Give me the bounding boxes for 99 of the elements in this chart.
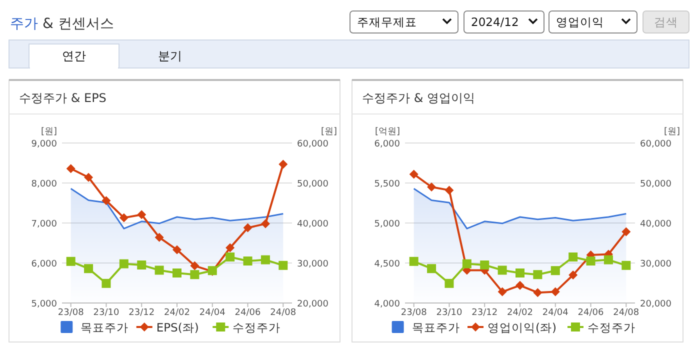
point xyxy=(102,196,111,206)
y-axis-title: [원] xyxy=(40,127,57,137)
point xyxy=(409,256,418,266)
text: 영업이익 xyxy=(556,15,604,29)
point xyxy=(66,256,76,266)
point xyxy=(84,264,94,274)
point xyxy=(243,223,252,232)
y2-axis-title: [원] xyxy=(664,127,680,137)
text: 연간 xyxy=(62,49,86,63)
point xyxy=(622,227,631,236)
text: 검색 xyxy=(654,15,678,29)
x-tick-label: 24/04 xyxy=(542,308,569,318)
x-tick-label: 24/04 xyxy=(199,308,226,318)
y-axis-title: [억원] xyxy=(374,127,400,137)
y-tick-label: 8,000 xyxy=(31,180,58,190)
x-tick-label: 23/12 xyxy=(128,308,155,318)
y2-tick-label: 50,000 xyxy=(297,180,329,190)
point xyxy=(172,245,182,254)
point xyxy=(409,170,418,179)
y-tick-label: 5,000 xyxy=(31,300,58,310)
point xyxy=(154,232,164,242)
point xyxy=(243,256,252,266)
point xyxy=(226,252,235,262)
point xyxy=(444,186,454,195)
point xyxy=(278,260,288,270)
point xyxy=(137,210,146,220)
point xyxy=(498,287,507,296)
y-tick-label: 9,000 xyxy=(31,140,58,150)
y2-tick-label: 40,000 xyxy=(640,220,672,230)
text: 주재무제표 xyxy=(357,15,417,29)
y2-tick-label: 30,000 xyxy=(640,260,672,270)
y-tick-label: 7,000 xyxy=(31,220,58,230)
point xyxy=(172,268,182,278)
point xyxy=(427,182,436,192)
point xyxy=(568,252,578,262)
legend-label: 영업이익(좌) xyxy=(488,320,556,334)
y2-tick-label: 40,000 xyxy=(297,220,329,230)
point xyxy=(622,260,631,270)
point xyxy=(444,278,454,288)
legend-label: 수정주가 xyxy=(232,320,281,334)
x-tick-label: 23/08 xyxy=(400,308,428,318)
point xyxy=(604,255,613,264)
x-tick-label: 23/10 xyxy=(436,308,462,318)
point xyxy=(533,288,542,298)
point xyxy=(66,164,76,174)
point xyxy=(102,278,111,288)
x-tick-label: 24/08 xyxy=(613,308,640,318)
point xyxy=(533,270,542,280)
text: 분기 xyxy=(158,49,182,63)
x-tick-label: 23/12 xyxy=(472,308,498,318)
y-tick-label: 4,500 xyxy=(374,260,400,270)
y2-tick-label: 30,000 xyxy=(297,260,329,270)
chart-title: 수정주가 & 영업이익 xyxy=(362,91,475,105)
point xyxy=(516,280,524,290)
point xyxy=(137,260,146,270)
point xyxy=(260,255,270,264)
legend-label: EPS(좌) xyxy=(156,320,199,334)
legend-label: 목표주가 xyxy=(80,320,129,334)
point xyxy=(190,261,200,270)
point xyxy=(480,260,490,270)
point xyxy=(498,266,507,275)
point xyxy=(586,256,596,266)
y-tick-label: 5,500 xyxy=(374,180,400,190)
y-tick-label: 5,000 xyxy=(374,220,400,230)
y-tick-label: 6,000 xyxy=(31,260,58,270)
point xyxy=(550,266,560,276)
point xyxy=(568,270,578,280)
point xyxy=(119,213,128,222)
y-tick-label: 6,000 xyxy=(374,140,400,150)
point xyxy=(427,264,436,274)
x-tick-label: 24/02 xyxy=(164,308,190,318)
x-tick-label: 24/02 xyxy=(507,308,533,318)
point xyxy=(190,270,200,280)
point xyxy=(550,287,560,296)
point xyxy=(119,259,128,268)
y2-tick-label: 50,000 xyxy=(640,180,672,190)
y2-tick-label: 60,000 xyxy=(297,140,329,150)
point xyxy=(260,219,270,228)
text: 2024/12 xyxy=(471,15,519,29)
y2-tick-label: 20,000 xyxy=(297,300,329,310)
x-tick-label: 24/06 xyxy=(578,308,604,318)
legend-label: 목표주가 xyxy=(412,320,460,334)
y2-tick-label: 60,000 xyxy=(640,140,672,150)
point xyxy=(516,268,524,278)
y2-axis-title: [원] xyxy=(320,127,337,137)
y2-tick-label: 20,000 xyxy=(640,300,672,310)
x-tick-label: 23/10 xyxy=(93,308,120,318)
x-tick-label: 24/08 xyxy=(270,308,296,318)
text: 주가 & 컨센서스 xyxy=(10,16,114,32)
point xyxy=(154,266,164,275)
legend-label: 수정주가 xyxy=(587,320,636,334)
chart-title: 수정주가 & EPS xyxy=(19,91,106,105)
point xyxy=(226,243,235,252)
point xyxy=(462,259,472,268)
point xyxy=(84,172,94,182)
point xyxy=(278,160,288,169)
x-tick-label: 24/06 xyxy=(234,308,262,318)
y-tick-label: 4,000 xyxy=(374,300,400,310)
x-tick-label: 23/08 xyxy=(58,308,84,318)
